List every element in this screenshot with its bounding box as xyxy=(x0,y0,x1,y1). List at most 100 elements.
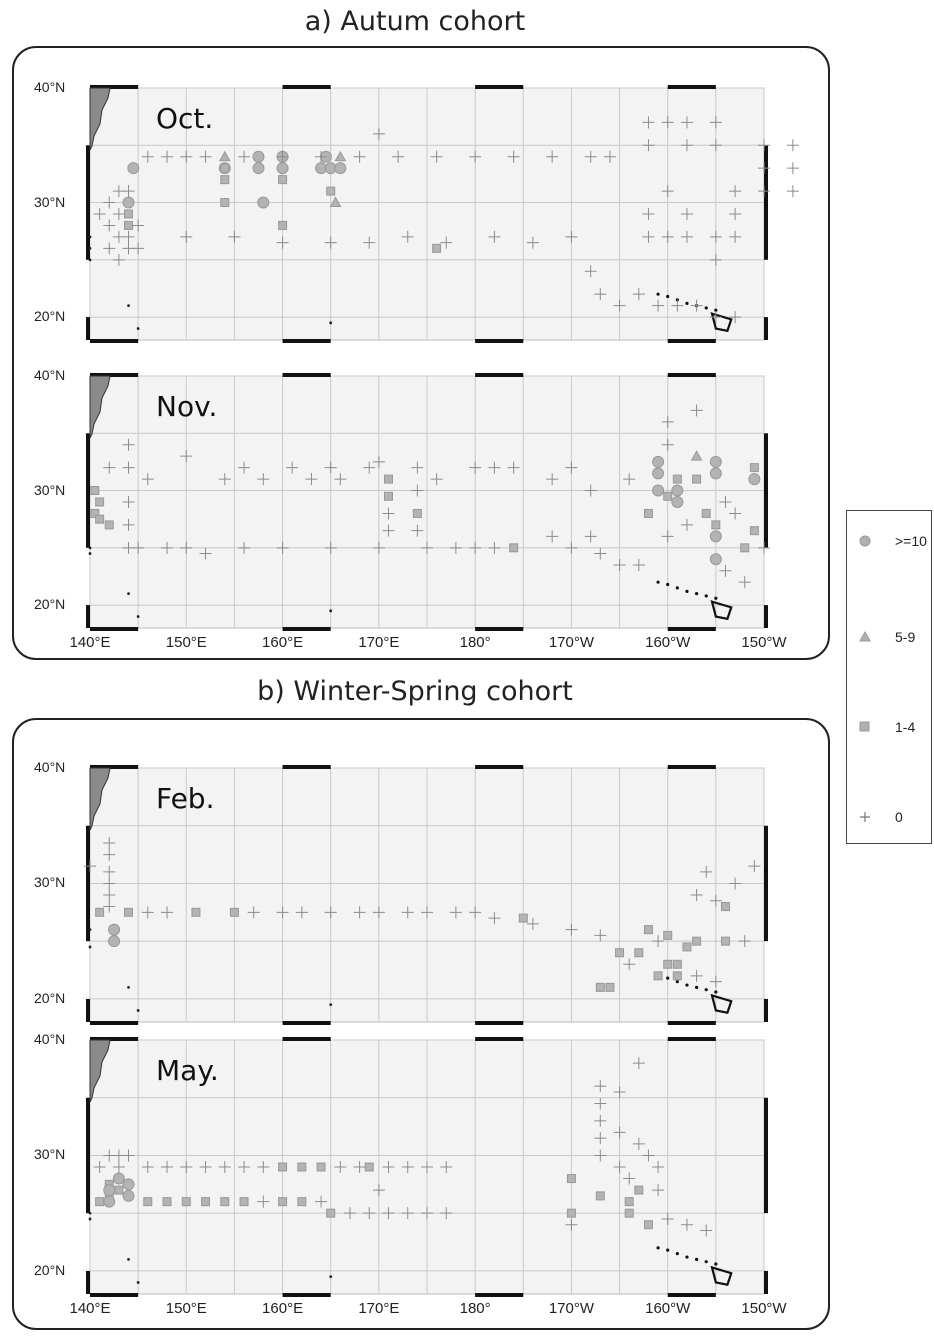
record-marker-1-4 xyxy=(595,1191,605,1201)
record-marker-zero xyxy=(141,1161,154,1173)
group-title-autumn: a) Autum cohort xyxy=(304,6,526,37)
record-marker-zero xyxy=(661,230,674,243)
record-marker-zero xyxy=(469,541,482,554)
record-marker-zero xyxy=(758,185,770,198)
small-island-dot xyxy=(88,546,92,550)
record-marker-zero xyxy=(372,541,385,554)
record-marker-zero xyxy=(642,116,655,129)
record-marker-zero xyxy=(488,541,501,554)
record-marker-zero xyxy=(276,150,289,163)
island xyxy=(685,589,689,593)
small-island-dot xyxy=(127,592,130,596)
record-marker-zero xyxy=(690,299,703,312)
record-marker-zero xyxy=(238,461,251,474)
record-marker-1-4 xyxy=(412,508,422,518)
record-marker-zero xyxy=(103,196,116,209)
record-marker-zero xyxy=(729,208,742,220)
border-bar-left xyxy=(86,825,90,942)
record-marker-1-4 xyxy=(90,486,100,496)
record-marker-10-plus xyxy=(127,162,140,175)
record-marker-zero xyxy=(719,496,732,508)
record-marker-1-4 xyxy=(663,930,673,940)
record-marker-zero xyxy=(526,236,539,249)
record-marker-zero xyxy=(613,1126,626,1139)
record-marker-zero xyxy=(132,242,145,255)
record-marker-zero xyxy=(584,484,597,497)
record-marker-zero xyxy=(729,185,742,198)
record-marker-1-4 xyxy=(297,1197,307,1207)
record-marker-zero xyxy=(112,208,125,220)
record-marker-zero xyxy=(565,541,578,554)
record-marker-zero xyxy=(161,906,174,919)
record-marker-zero xyxy=(315,1195,328,1208)
record-marker-zero xyxy=(594,1149,607,1162)
border-bar-bottom xyxy=(475,1293,524,1297)
island xyxy=(704,1260,708,1264)
record-marker-1-4 xyxy=(124,907,134,917)
small-island-dot xyxy=(136,1009,140,1012)
record-marker-1-4 xyxy=(595,982,605,992)
japan-coast xyxy=(89,375,111,439)
record-marker-zero xyxy=(353,150,366,163)
record-marker-1-4 xyxy=(278,175,288,185)
record-marker-zero xyxy=(122,438,135,451)
record-marker-zero xyxy=(161,150,174,163)
record-marker-zero xyxy=(623,1172,636,1185)
record-marker-zero xyxy=(382,507,395,520)
record-marker-zero xyxy=(709,253,722,266)
record-marker-zero xyxy=(276,906,289,919)
record-marker-zero xyxy=(247,906,260,919)
record-marker-zero xyxy=(594,1114,607,1127)
small-island-dot xyxy=(88,258,92,262)
record-marker-zero xyxy=(623,473,636,486)
record-marker-zero xyxy=(690,889,703,901)
island xyxy=(666,294,670,299)
island xyxy=(695,1257,699,1261)
border-bar-bottom xyxy=(282,339,331,343)
record-marker-zero xyxy=(411,484,424,497)
record-marker-zero xyxy=(449,541,462,554)
border-bar-bottom xyxy=(90,1293,139,1297)
record-marker-1-4 xyxy=(634,948,644,958)
legend-label: >=10 xyxy=(895,533,927,549)
record-marker-zero xyxy=(141,150,154,163)
record-marker-zero xyxy=(257,1195,270,1208)
record-marker-1-4 xyxy=(95,514,105,524)
border-bar-top xyxy=(475,373,524,377)
record-marker-1-4 xyxy=(692,474,702,484)
record-marker-10-plus xyxy=(103,1184,116,1197)
record-marker-zero xyxy=(738,576,751,589)
record-marker-zero xyxy=(642,1149,655,1162)
record-marker-zero xyxy=(180,541,193,554)
record-marker-zero xyxy=(786,139,799,152)
island xyxy=(666,1248,670,1252)
lon-label: 150°W xyxy=(741,1300,787,1317)
record-marker-zero xyxy=(103,219,116,232)
lon-label: 140°E xyxy=(69,634,111,651)
record-marker-zero xyxy=(363,461,376,474)
small-island-dot xyxy=(127,304,130,308)
record-marker-zero xyxy=(324,461,337,474)
record-marker-zero xyxy=(372,127,385,140)
record-marker-10-plus xyxy=(709,530,722,543)
record-marker-zero xyxy=(469,461,482,474)
border-bar-top xyxy=(667,373,716,377)
record-marker-zero xyxy=(401,1161,414,1173)
record-marker-1-4 xyxy=(653,971,663,981)
lon-label: 140°E xyxy=(69,1300,111,1317)
hawaii-big-island xyxy=(710,600,733,621)
border-bar-right xyxy=(764,1270,768,1294)
lon-label: 150°E xyxy=(165,634,207,651)
border-bar-left xyxy=(86,1097,90,1214)
small-island-dot xyxy=(329,1275,333,1279)
record-marker-1-4 xyxy=(326,186,336,196)
record-marker-zero xyxy=(671,299,684,312)
record-marker-zero xyxy=(84,860,96,873)
record-marker-zero xyxy=(141,906,154,919)
border-bar-bottom xyxy=(667,627,716,631)
record-marker-10-plus xyxy=(671,496,684,508)
record-marker-zero xyxy=(632,288,645,301)
record-marker-zero xyxy=(122,230,135,243)
record-marker-zero xyxy=(122,185,135,198)
